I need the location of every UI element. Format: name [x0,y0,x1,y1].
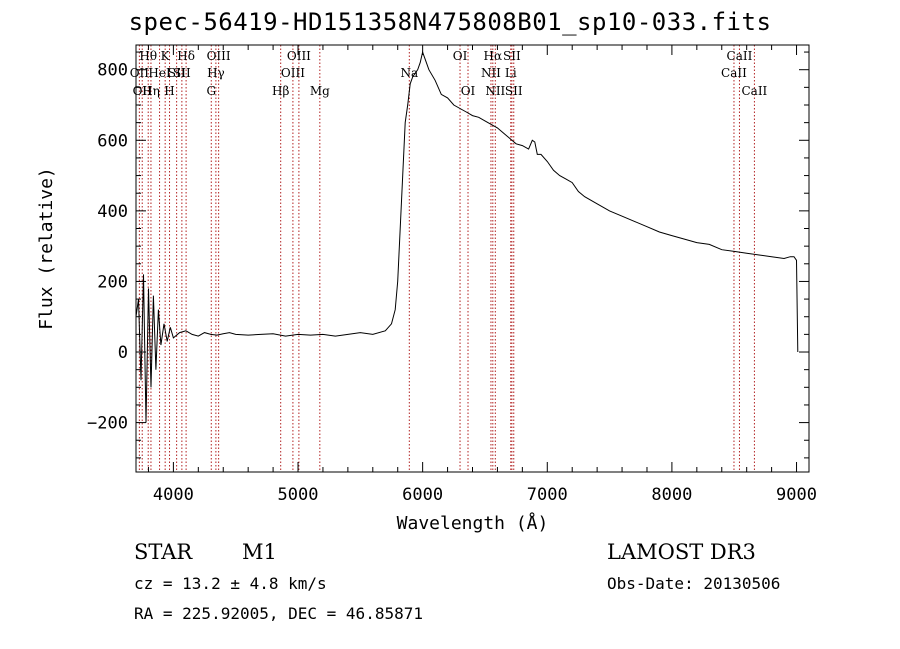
line-marker-label-13: Hβ [272,84,289,98]
x-axis-ticks: 4000 5000 6000 7000 8000 9000 [147,45,817,505]
line-marker-label-26: CaII [721,66,747,80]
line-marker-label-21: Hα [484,49,503,63]
x-tick-label-4: 8000 [651,485,692,505]
line-marker-label-17: Na [400,66,418,80]
line-marker-label-20: NII [481,66,501,80]
x-tick-label-5: 9000 [776,485,817,505]
line-marker-label-15: OIII [287,49,311,63]
line-marker-label-5: K [161,49,171,63]
observation-date: Obs-Date: 20130506 [607,574,781,593]
line-marker-label-11: Hγ [207,66,225,80]
line-marker-label-10: G [206,84,216,98]
x-tick-label-1: 5000 [278,485,319,505]
y-tick-label-0: −200 [87,414,128,434]
line-marker-label-16: Mg [310,84,330,98]
y-axis-label: Flux (relative) [36,167,57,330]
y-axis-ticks: −200 0 200 400 600 800 [87,51,809,459]
x-tick-label-3: 7000 [527,485,568,505]
line-marker-label-27: CaII [727,49,753,63]
y-tick-label-2: 200 [97,272,128,292]
y-tick-label-1: 0 [118,343,128,363]
x-tick-label-2: 6000 [402,485,443,505]
y-tick-label-4: 600 [97,131,128,151]
line-marker-label-3: Hη [142,84,160,98]
line-marker-label-19: OI [461,84,476,98]
redshift-readout: cz = 13.2 ± 4.8 km/s [134,574,327,593]
object-class: STAR [134,540,193,564]
plot-frame [135,44,810,473]
line-marker-label-0: OII [130,66,150,80]
line-marker-label-18: OI [453,49,468,63]
chart-title: spec-56419-HD151358N475808B01_sp10-033.f… [128,8,772,36]
line-marker-label-8: Hδ [177,49,195,63]
object-subclass: M1 [242,540,277,564]
flux-series-line [135,50,799,423]
line-marker-label-4: HeI [148,66,171,80]
x-axis-label: Wavelength (Å) [397,512,549,534]
y-tick-label-5: 800 [97,61,128,81]
line-marker-label-25: SII [505,84,523,98]
y-tick-label-3: 400 [97,202,128,222]
line-marker-label-23: Li [505,66,517,80]
emission-line-markers [138,45,755,472]
line-marker-label-24: SII [503,49,521,63]
line-marker-label-28: CaII [741,84,767,98]
line-marker-label-6: H [164,84,174,98]
line-marker-label-7: SII [168,66,186,80]
line-marker-label-9: SII [173,66,191,80]
emission-line-labels: OIIOIIHθHηHeIKHSIIHδSIIGHγOIIIHβOIIIOIII… [130,49,768,98]
line-marker-label-22: NII [485,84,505,98]
line-marker-label-14: OIII [281,66,305,80]
line-marker-label-2: Hθ [139,49,157,63]
x-tick-label-0: 4000 [153,485,194,505]
line-marker-label-12: OIII [207,49,231,63]
survey-name: LAMOST DR3 [607,540,756,564]
coordinates-readout: RA = 225.92005, DEC = 46.85871 [134,604,423,623]
